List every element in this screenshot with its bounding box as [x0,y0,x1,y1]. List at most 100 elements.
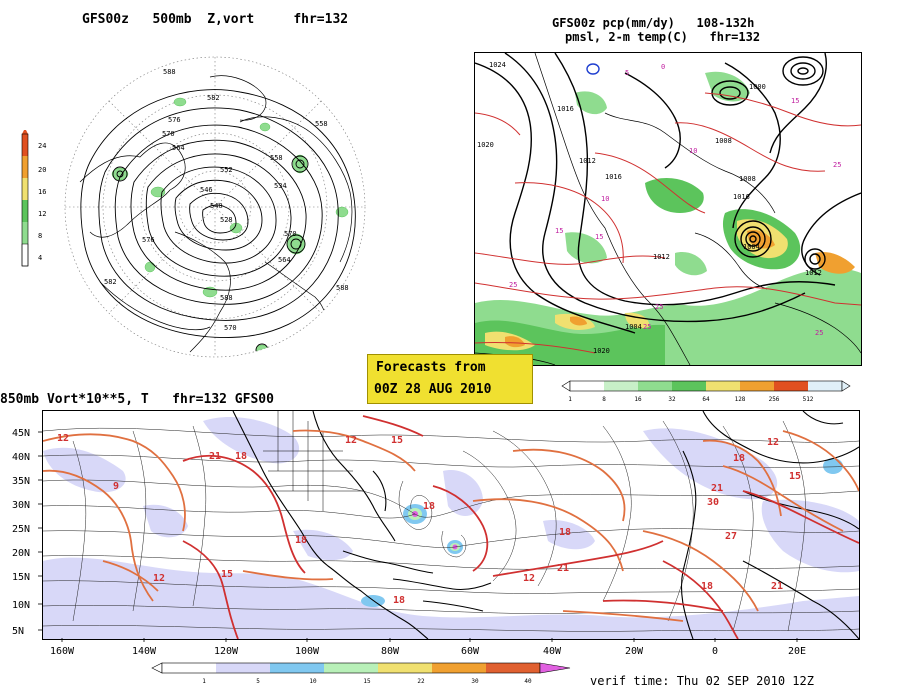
polar-contour-label: 552 [220,166,233,174]
lat-label: 25N [12,524,30,535]
vort-temp-label: 27 [725,531,737,542]
lat-label: 30N [12,500,30,511]
lon-label: 140W [132,646,157,657]
lon-label: 120W [214,646,239,657]
polar-map-title: GFS00z 500mb Z,vort fhr=132 [82,12,349,27]
vort-temp-label: 18 [295,535,307,546]
precip-map-title-line2: pmsl, 2-m temp(C) fhr=132 [565,30,761,44]
precip-temp-label: 15 [791,97,799,105]
precip-pmsl-map: 1024 1016 1012 1008 1004 1000 1020 1016 … [474,52,862,366]
polar-500mb-map: 588 582 576 570 564 558 552 546 540 534 … [60,32,370,382]
precip-legend-tick: 128 [735,396,746,403]
vort-lat-axis: 45N 40N 35N 30N 25N 20N 15N 10N 5N [0,410,42,640]
precip-legend-tick: 64 [702,396,710,403]
forecast-box-line2: 00Z 28 AUG 2010 [374,382,492,397]
lat-label: 20N [12,548,30,559]
vort-temp-label: 12 [153,573,165,584]
polar-legend-tick: 24 [38,142,46,150]
precip-temp-label: 15 [595,233,603,241]
lon-label: 60W [461,646,480,657]
vort-temp-label: 9 [113,481,119,492]
precip-isobar-label: 1004 [743,243,760,251]
vort-temp-label: 21 [711,483,723,494]
precip-isobar-label: 1016 [605,173,622,181]
vort-legend-tick: 22 [417,678,425,685]
vort-temp-label: 18 [559,527,571,538]
polar-contour-label: 534 [274,182,287,190]
vort-temp-label: 21 [209,451,221,462]
vort-temp-label: 15 [391,435,403,446]
polar-legend-tick: 8 [38,232,42,240]
precip-temp-label: 25 [655,303,663,311]
vort-legend-tick: 30 [471,678,479,685]
vort-temp-label: 12 [523,573,535,584]
vort-temp-label: 18 [701,581,713,592]
precip-legend-tick: 512 [803,396,814,403]
polar-contour-label: 558 [315,120,328,128]
lon-label: 20W [625,646,644,657]
polar-contour-label: 582 [104,278,117,286]
precip-legend-tick: 8 [602,396,606,403]
polar-contour-label: 582 [207,94,220,102]
vort-temp-label: 12 [767,437,779,448]
precip-isobar-label: 1008 [739,175,756,183]
precip-legend-tick: 1 [568,396,572,403]
vort-legend-tick: 1 [202,678,206,685]
lon-label: 100W [295,646,320,657]
vort-lon-axis: 160W 140W 120W 100W 80W 60W 40W 20W 0 20… [0,638,900,660]
forecast-info-box: Forecasts from 00Z 28 AUG 2010 [367,354,533,404]
precip-isobar-label: 1024 [489,61,506,69]
precip-legend-tick: 16 [634,396,642,403]
precip-map-title-line1: GFS00z pcp(mm/dy) 108-132h [552,16,755,30]
vort-850mb-map: 12 18 21 15 18 12 15 18 18 21 18 12 18 2… [42,410,860,640]
vort-temp-label: 21 [557,563,569,574]
polar-contour-label: 588 [336,284,349,292]
polar-contour-label: 528 [220,216,233,224]
verif-time: verif time: Thu 02 SEP 2010 12Z [590,674,814,688]
lon-label: 160W [50,646,75,657]
vort-temp-label: 18 [423,501,435,512]
precip-isobar-label: 1020 [593,347,610,355]
vort-map-title: 850mb Vort*10**5, T fhr=132 GFS00 [0,392,274,407]
precip-isobar-label: 1020 [477,141,494,149]
vort-temp-label: 15 [221,569,233,580]
precip-temp-label: 25 [833,161,841,169]
polar-colorbar: 24 20 16 12 8 4 [14,130,64,270]
lat-label: 10N [12,600,30,611]
precip-temp-label: 10 [689,147,697,155]
precip-temp-label: 25 [815,329,823,337]
vort-temp-label: 18 [733,453,745,464]
polar-contour-label: 564 [172,144,185,152]
vort-legend-tick: 40 [524,678,532,685]
polar-contour-label: 570 [224,324,237,332]
precip-temp-label: 10 [601,195,609,203]
polar-contour-label: 540 [210,202,223,210]
vort-temp-label: 18 [393,595,405,606]
vort-temp-label: 30 [707,497,719,508]
precip-temp-label: 0 [661,63,665,71]
polar-contour-label: 564 [278,256,291,264]
precip-isobar-label: 1004 [625,323,642,331]
polar-legend-tick: 12 [38,210,46,218]
vort-legend-tick: 15 [363,678,371,685]
polar-contour-label: 546 [200,186,213,194]
vort-temp-label: 21 [771,581,783,592]
polar-legend-tick: 20 [38,166,46,174]
precip-isobar-label: 1012 [653,253,670,261]
lon-label: 80W [381,646,400,657]
polar-contour-label: 588 [220,294,233,302]
lat-label: 35N [12,476,30,487]
precip-legend-tick: 32 [668,396,676,403]
forecast-box-line1: Forecasts from [376,360,486,375]
polar-contour-label: 570 [284,230,297,238]
polar-contour-label: 576 [168,116,181,124]
vort-temp-label: 12 [57,433,69,444]
polar-contour-label: 558 [270,154,283,162]
vort-legend-tick: 10 [309,678,317,685]
precip-isobar-label: 1016 [733,193,750,201]
lat-label: 45N [12,428,30,439]
polar-contour-label: 570 [162,130,175,138]
lat-label: 40N [12,452,30,463]
vort-temp-label: 12 [345,435,357,446]
precip-temp-label: 25 [509,281,517,289]
